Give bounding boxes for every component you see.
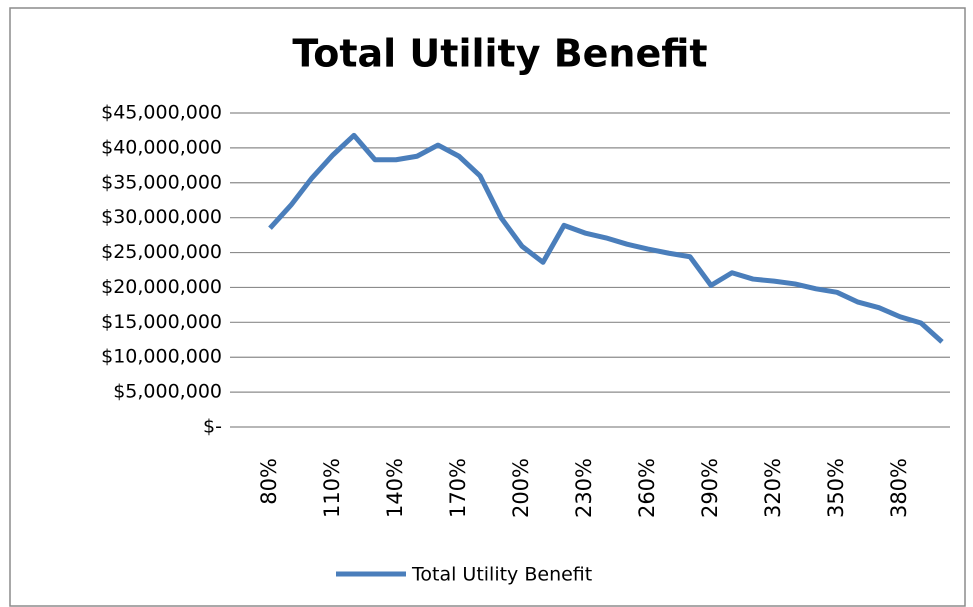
chart-frame <box>9 7 966 607</box>
x-tick-label: 230% <box>572 458 596 518</box>
y-tick-label: $45,000,000 <box>101 102 222 124</box>
x-tick-label: 110% <box>320 458 344 518</box>
y-tick-label: $15,000,000 <box>101 311 222 333</box>
x-tick-label: 200% <box>509 458 533 518</box>
x-tick-label: 290% <box>698 458 722 518</box>
legend-label: Total Utility Benefit <box>411 564 592 586</box>
x-tick-label: 140% <box>383 458 407 518</box>
x-tick-label: 350% <box>824 458 848 518</box>
x-tick-label: 380% <box>887 458 911 518</box>
y-tick-label: $25,000,000 <box>101 241 222 263</box>
x-tick-label: 320% <box>761 458 785 518</box>
y-tick-label: $5,000,000 <box>113 381 222 403</box>
y-tick-label: $40,000,000 <box>101 136 222 158</box>
y-tick-label: $30,000,000 <box>101 206 222 228</box>
y-tick-label: $10,000,000 <box>101 346 222 368</box>
x-tick-label: 260% <box>635 458 659 518</box>
x-tick-label: 80% <box>257 458 281 505</box>
chart-title: Total Utility Benefit <box>292 32 707 76</box>
y-tick-label: $- <box>203 416 222 438</box>
y-tick-label: $35,000,000 <box>101 171 222 193</box>
x-tick-label: 170% <box>446 458 470 518</box>
data-line <box>268 132 944 344</box>
y-tick-label: $20,000,000 <box>101 276 222 298</box>
